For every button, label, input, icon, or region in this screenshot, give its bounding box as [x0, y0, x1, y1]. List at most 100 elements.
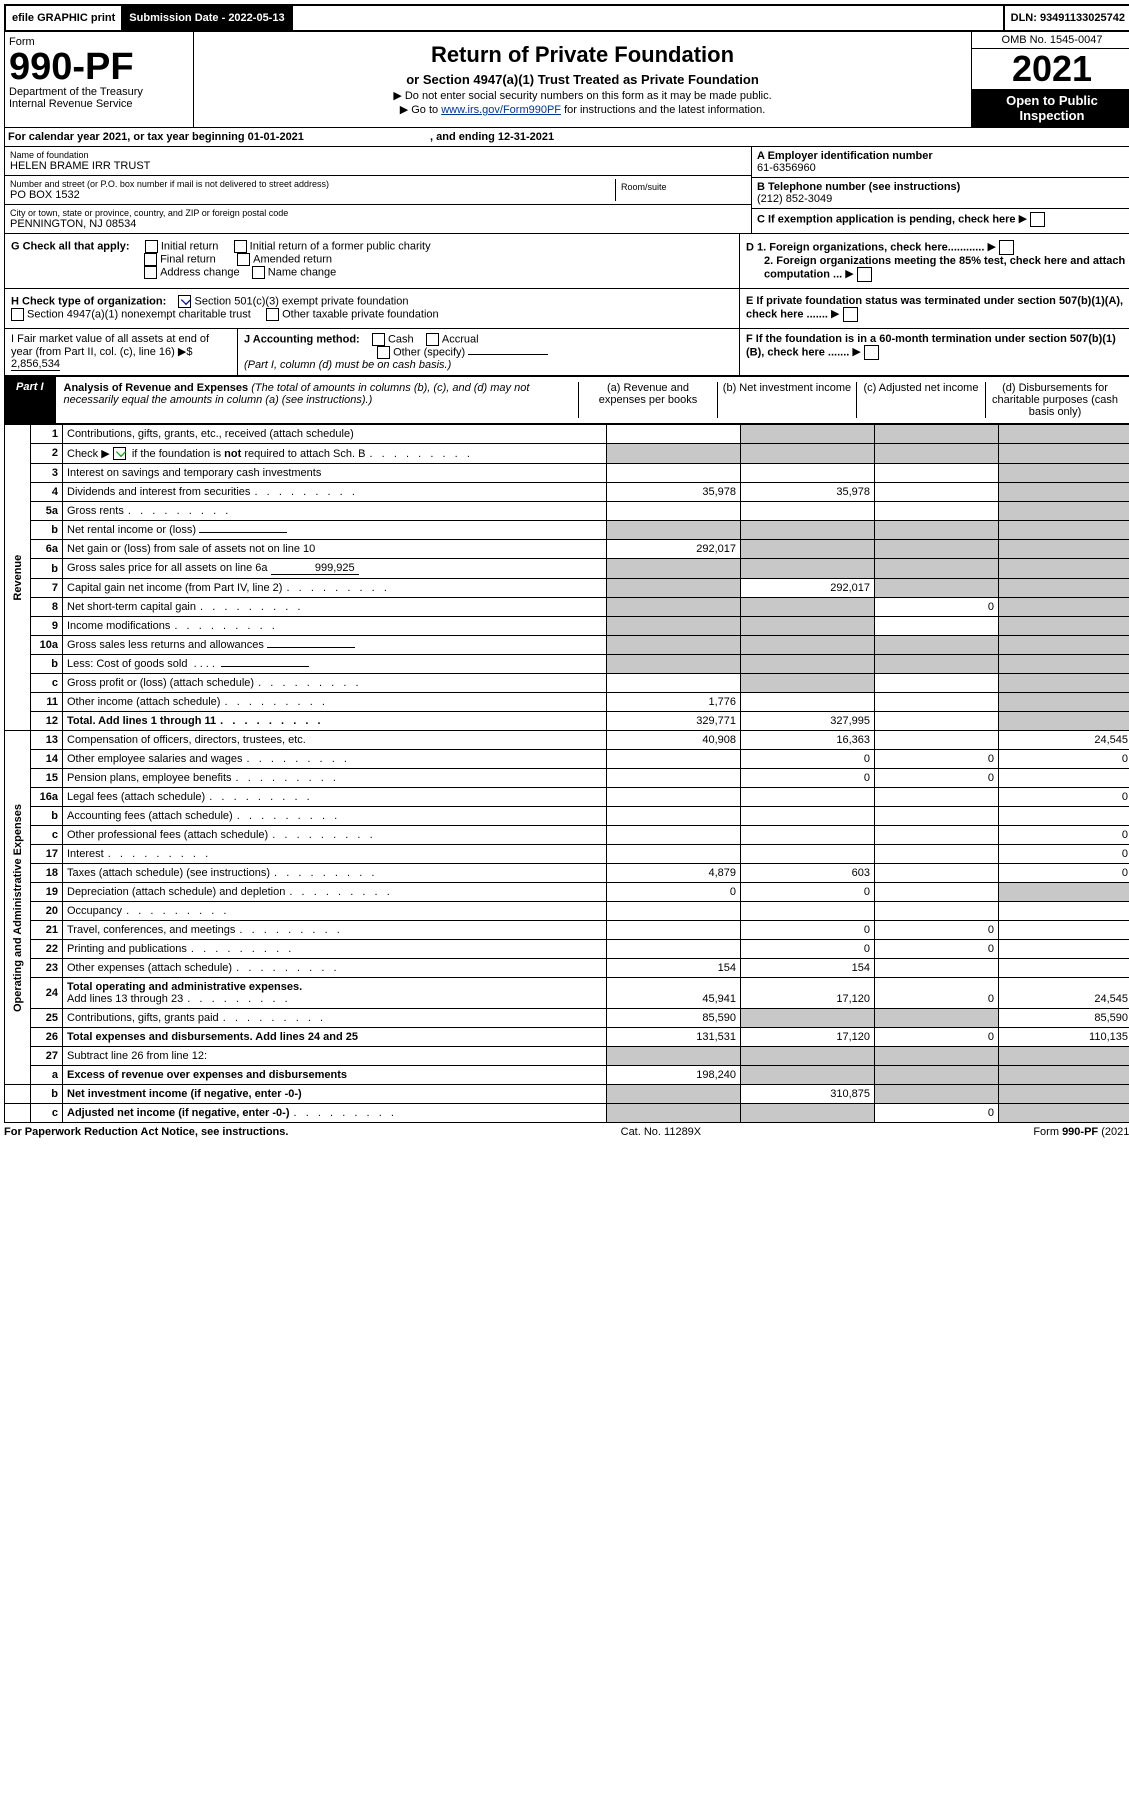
g-initial-former: Initial return of a former public charit…: [250, 240, 431, 252]
g-initial: Initial return: [161, 240, 218, 252]
open-public: Open to Public Inspection: [972, 89, 1129, 127]
g-amended-checkbox[interactable]: [237, 253, 250, 266]
r26-desc: Total expenses and disbursements. Add li…: [63, 1028, 607, 1047]
h-501c3-checkbox[interactable]: [178, 295, 191, 308]
r14-desc: Other employee salaries and wages: [63, 750, 607, 769]
table-row: Operating and Administrative Expenses 13…: [5, 731, 1129, 750]
j-other-checkbox[interactable]: [377, 346, 390, 359]
r9-desc: Income modifications: [63, 617, 607, 636]
r27-desc: Subtract line 26 from line 12:: [63, 1047, 607, 1066]
r10b-input[interactable]: [221, 666, 309, 667]
r6b-input: 999,925: [271, 562, 359, 575]
table-row: Revenue 1Contributions, gifts, grants, e…: [5, 424, 1129, 443]
j-other: Other (specify): [393, 346, 465, 358]
table-row: 21Travel, conferences, and meetings00: [5, 921, 1129, 940]
r5b-input[interactable]: [199, 532, 287, 533]
part1-title: Analysis of Revenue and Expenses: [64, 382, 249, 394]
g-initial-checkbox[interactable]: [145, 240, 158, 253]
instr2a: Go to: [411, 104, 441, 116]
form-link[interactable]: www.irs.gov/Form990PF: [441, 104, 561, 116]
r14-c: 0: [875, 750, 999, 769]
j-accrual-checkbox[interactable]: [426, 333, 439, 346]
g-amended: Amended return: [253, 253, 332, 265]
form-number: 990-PF: [9, 48, 189, 86]
form-title: Return of Private Foundation: [204, 42, 961, 68]
table-row: 22Printing and publications00: [5, 940, 1129, 959]
j-other-input[interactable]: [468, 354, 548, 355]
part1-header: Part I Analysis of Revenue and Expenses …: [4, 376, 1129, 424]
j-cash-checkbox[interactable]: [372, 333, 385, 346]
r4-desc: Dividends and interest from securities: [63, 483, 607, 502]
r12-desc: Total. Add lines 1 through 11: [63, 712, 607, 731]
r7-b: 292,017: [741, 579, 875, 598]
revenue-label: Revenue: [5, 424, 31, 731]
r2-desc: Check ▶ if the foundation is not require…: [63, 443, 607, 464]
table-row: bAccounting fees (attach schedule): [5, 807, 1129, 826]
r12-b: 327,995: [741, 712, 875, 731]
c-label: C If exemption application is pending, c…: [757, 213, 1016, 225]
r25-desc: Contributions, gifts, grants paid: [63, 1009, 607, 1028]
c-checkbox[interactable]: [1030, 212, 1045, 227]
phone-cell: B Telephone number (see instructions) (2…: [752, 178, 1129, 209]
footer-mid: Cat. No. 11289X: [621, 1126, 702, 1138]
j-accrual: Accrual: [442, 333, 479, 345]
r24-a: 45,941: [607, 978, 741, 1009]
f-label: F If the foundation is in a 60-month ter…: [746, 333, 1116, 358]
r5a-desc: Gross rents: [63, 502, 607, 521]
r8-c: 0: [875, 598, 999, 617]
d1-checkbox[interactable]: [999, 240, 1014, 255]
calendar-year-row: For calendar year 2021, or tax year begi…: [4, 127, 1129, 147]
table-row: 18Taxes (attach schedule) (see instructi…: [5, 864, 1129, 883]
table-row: bLess: Cost of goods sold . . . .: [5, 655, 1129, 674]
r19-b: 0: [741, 883, 875, 902]
g-address: Address change: [160, 266, 240, 278]
r15-b: 0: [741, 769, 875, 788]
g-final-checkbox[interactable]: [144, 253, 157, 266]
header-right: OMB No. 1545-0047 2021 Open to Public In…: [971, 32, 1129, 127]
h-4947: Section 4947(a)(1) nonexempt charitable …: [27, 308, 251, 320]
r26-a: 131,531: [607, 1028, 741, 1047]
r18-a: 4,879: [607, 864, 741, 883]
table-row: cGross profit or (loss) (attach schedule…: [5, 674, 1129, 693]
part1-desc: Analysis of Revenue and Expenses (The to…: [56, 376, 1129, 424]
arrow-icon: [845, 268, 853, 280]
h-4947-checkbox[interactable]: [11, 308, 24, 321]
city-value: PENNINGTON, NJ 08534: [10, 218, 746, 230]
d-block: D 1. Foreign organizations, check here..…: [739, 234, 1129, 288]
r27b-b: 310,875: [741, 1085, 875, 1104]
r22-desc: Printing and publications: [63, 940, 607, 959]
table-row: 17Interest0: [5, 845, 1129, 864]
g-d-row: G Check all that apply: Initial return I…: [4, 234, 1129, 289]
r2-checkbox[interactable]: [113, 447, 126, 460]
r27a-a: 198,240: [607, 1066, 741, 1085]
header-left: Form 990-PF Department of the Treasury I…: [5, 32, 194, 127]
instr-2: Go to www.irs.gov/Form990PF for instruct…: [204, 103, 961, 116]
foundation-name: HELEN BRAME IRR TRUST: [10, 160, 746, 172]
f-checkbox[interactable]: [864, 345, 879, 360]
r16c-d: 0: [999, 826, 1129, 845]
r10a-desc: Gross sales less returns and allowances: [63, 636, 607, 655]
table-row: 20Occupancy: [5, 902, 1129, 921]
g-name-checkbox[interactable]: [252, 266, 265, 279]
r10a-input[interactable]: [267, 647, 355, 648]
r18-d: 0: [999, 864, 1129, 883]
r16a-d: 0: [999, 788, 1129, 807]
h-other-checkbox[interactable]: [266, 308, 279, 321]
r13-desc: Compensation of officers, directors, tru…: [63, 731, 607, 750]
ijf-row: I Fair market value of all assets at end…: [4, 329, 1129, 376]
r26-c: 0: [875, 1028, 999, 1047]
table-row: aExcess of revenue over expenses and dis…: [5, 1066, 1129, 1085]
r27c-c: 0: [875, 1104, 999, 1123]
r21-desc: Travel, conferences, and meetings: [63, 921, 607, 940]
phone-label: B Telephone number (see instructions): [757, 181, 960, 193]
foundation-name-cell: Name of foundation HELEN BRAME IRR TRUST: [5, 147, 751, 176]
r12-a: 329,771: [607, 712, 741, 731]
form-header: Form 990-PF Department of the Treasury I…: [4, 32, 1129, 127]
e-checkbox[interactable]: [843, 307, 858, 322]
r6b-desc: Gross sales price for all assets on line…: [63, 559, 607, 579]
r11-a: 1,776: [607, 693, 741, 712]
d2-checkbox[interactable]: [857, 267, 872, 282]
g-address-checkbox[interactable]: [144, 266, 157, 279]
g-initial-former-checkbox[interactable]: [234, 240, 247, 253]
h-other: Other taxable private foundation: [282, 308, 439, 320]
